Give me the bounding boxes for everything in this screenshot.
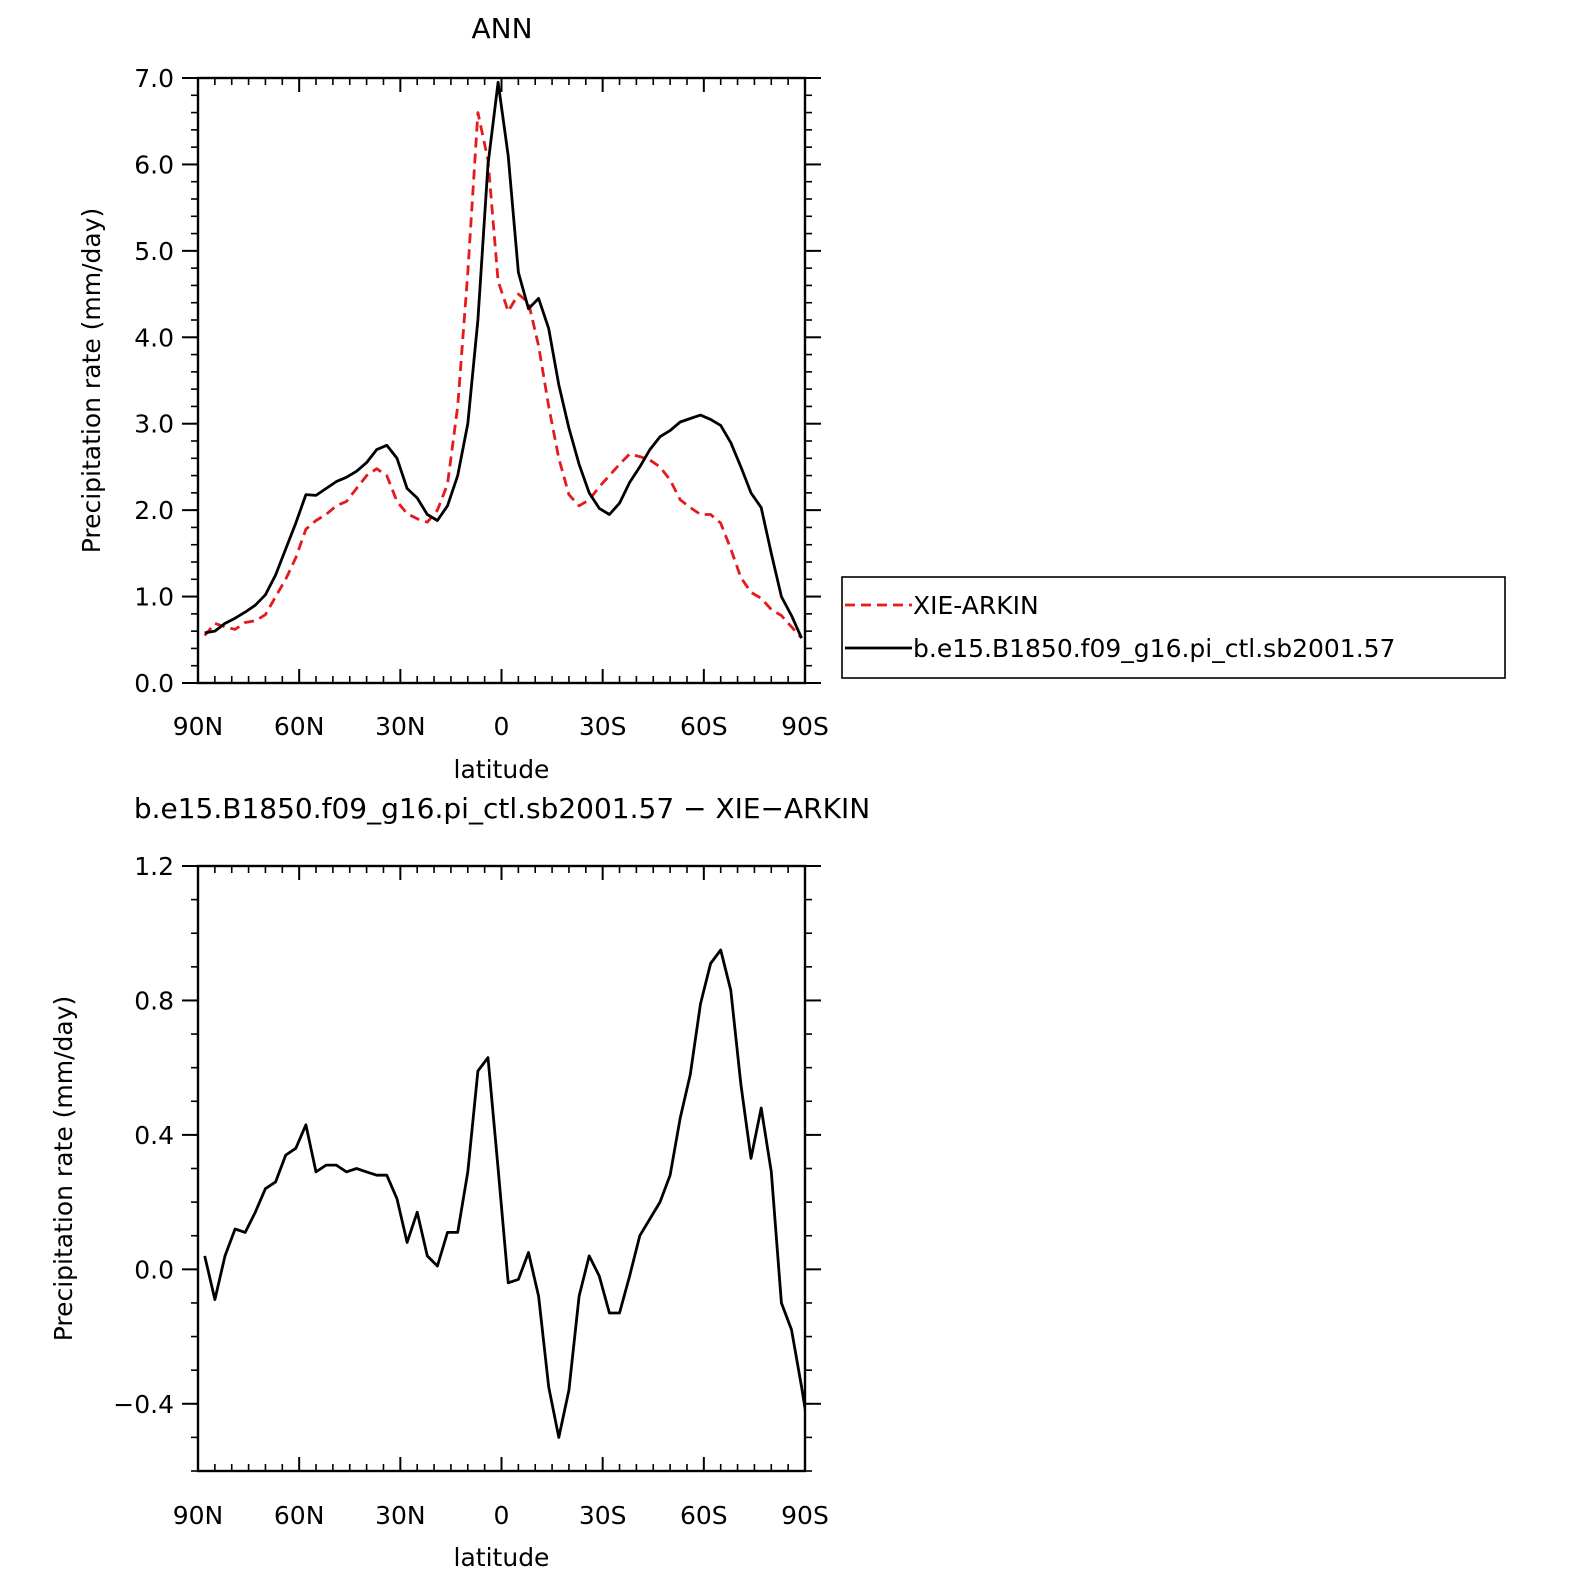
x-tick-label: 60S [680,712,728,741]
y-tick-label: 0.0 [134,1255,174,1284]
x-tick-label: 0 [494,1501,510,1530]
x-tick-label: 60S [680,1501,728,1530]
y-tick-label: 2.0 [134,496,174,525]
y-tick-label: 0.0 [134,669,174,698]
y-tick-label: 6.0 [134,150,174,179]
plot-frame [196,76,807,685]
series-line-0 [203,948,805,1439]
x-tick-label: 60N [274,1501,325,1530]
legend-box [841,576,1506,679]
x-tick-label: 30N [375,712,426,741]
x-tick-label: 90S [781,712,829,741]
y-tick-label: 1.0 [134,583,174,612]
x-tick-label: 90S [781,1501,829,1530]
x-axis-label: latitude [454,1543,550,1572]
y-tick-label: −0.4 [113,1390,174,1419]
series-line-0 [203,111,803,640]
x-tick-label: 30S [579,1501,627,1530]
y-tick-label: 0.4 [134,1121,174,1150]
y-tick-label: 0.8 [134,986,174,1015]
precip-difference-chart: 90N 60N 30N 0 30S 60S 90S −0.4 0.0 0.4 0.8 1.2 b.e15… [49,792,870,1572]
x-axis-label: latitude [454,755,550,784]
y-axis-label: Precipitation rate (mm/day) [77,208,106,554]
x-tick-label: 60N [274,712,325,741]
y-tick-label: 7.0 [134,64,174,93]
legend-label-1: b.e15.B1850.f09_g16.pi_ctl.sb2001.57 [913,634,1395,663]
x-tick-label: 90N [173,1501,224,1530]
x-tick-label: 0 [494,712,510,741]
y-tick-label: 4.0 [134,323,174,352]
precip-zonal-mean-chart: 90N 60N 30N 0 30S 60S 90S 0.0 1.0 2.0 3.0 4.0 5.0 6.0… [77,12,1506,784]
chart-title: b.e15.B1850.f09_g16.pi_ctl.sb2001.57 − X… [134,792,870,825]
y-tick-label: 5.0 [134,237,174,266]
y-axis-label: Precipitation rate (mm/day) [49,996,78,1342]
legend-label-0: XIE-ARKIN [913,591,1039,620]
x-tick-label: 30N [375,1501,426,1530]
y-tick-label: 3.0 [134,410,174,439]
x-tick-label: 90N [173,712,224,741]
x-tick-label: 30S [579,712,627,741]
series-line-1 [204,80,803,639]
y-tick-label: 1.2 [134,852,174,881]
chart-title: ANN [471,12,532,45]
